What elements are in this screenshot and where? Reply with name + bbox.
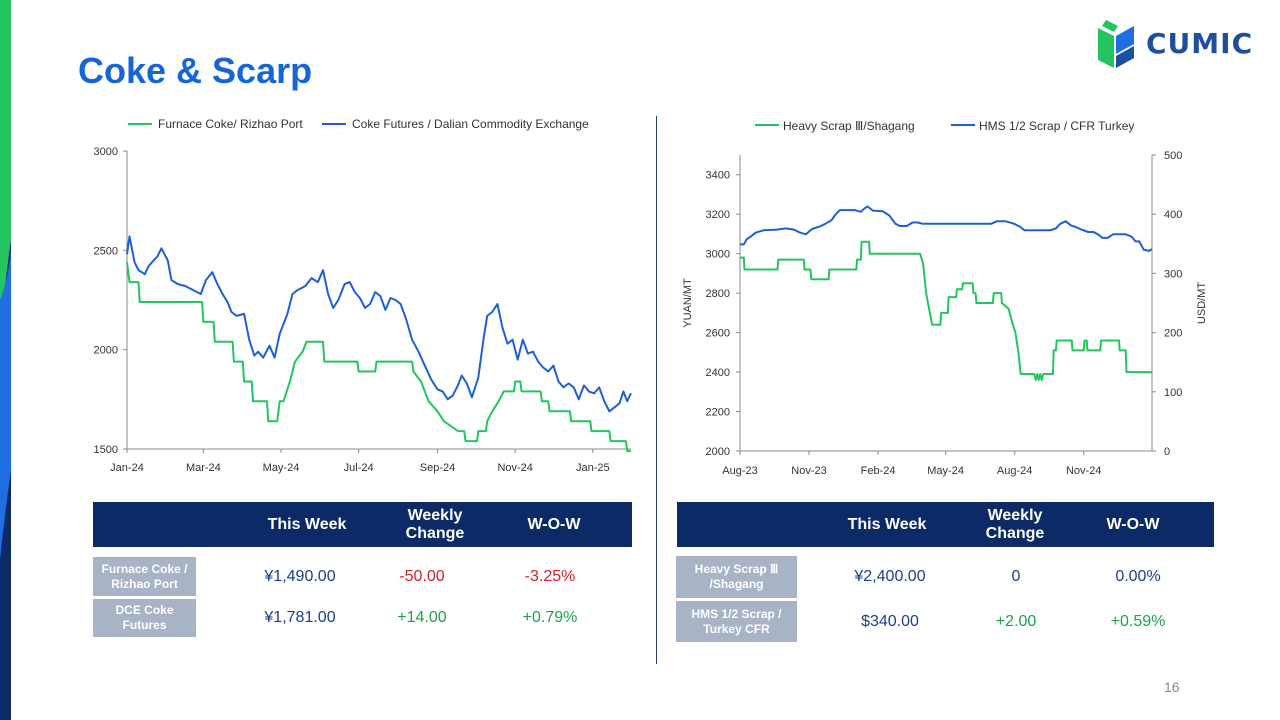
coke-chart-svg: 1500 2000 2500 3000 Jan-24 Mar-24 May-24 Jul-24… <box>94 117 632 474</box>
logo-text: CUMIC <box>1146 27 1254 60</box>
slide-title: Coke & Scarp <box>78 50 313 91</box>
y-tick-label: 1500 <box>94 444 118 456</box>
x-tick-label: Nov-24 <box>1066 465 1101 477</box>
cumic-logo-mark-icon <box>1098 20 1134 68</box>
y-left-tick-label: 2000 <box>706 446 730 458</box>
dce-this-week: ¥1,781.00 <box>264 609 336 626</box>
coke-price-chart: 1500 2000 2500 3000 Jan-24 Mar-24 May-24 Jul-24… <box>0 0 660 490</box>
shagang-wow: 0.00% <box>1115 568 1161 585</box>
y-right-tick-label: 400 <box>1164 209 1182 221</box>
legend-label: HMS 1/2 Scrap / CFR Turkey <box>979 119 1134 133</box>
x-tick-label: Jan-25 <box>576 462 610 474</box>
series-line-furnace-coke <box>126 262 631 452</box>
shagang-weekly-change: 0 <box>1011 568 1021 585</box>
coke-row-label: Furnace Coke / Rizhao Port <box>93 557 196 596</box>
x-tick-label: Nov-24 <box>497 462 532 474</box>
coke-wow: -3.25% <box>524 567 576 585</box>
turkey-this-week: $340.00 <box>861 612 919 630</box>
y-axis-title-left: YUAN/MT <box>682 278 694 328</box>
y-right-tick-label: 500 <box>1164 150 1182 162</box>
y-left-tick-label: 3200 <box>706 209 730 221</box>
header-this-week: This Week <box>847 515 927 533</box>
legend-label: Furnace Coke/ Rizhao Port <box>158 117 303 131</box>
x-tick-label: May-24 <box>927 465 964 477</box>
accent-stripe <box>0 0 11 720</box>
y-tick-label: 2000 <box>94 345 118 357</box>
x-tick-label: Jul-24 <box>344 462 374 474</box>
turkey-wow: +0.59% <box>1110 612 1166 630</box>
y-axis-title-right: USD/MT <box>1196 282 1208 324</box>
header-weekly-change: Weekly Change <box>405 506 465 542</box>
cumic-logo: CUMIC <box>1096 18 1256 70</box>
y-left-tick-label: 2400 <box>706 367 730 379</box>
coke-table-header: This Week Weekly Change W-O-W <box>93 502 632 547</box>
x-tick-label: Sep-24 <box>420 462 455 474</box>
shagang-row-label: Heavy Scrap Ⅲ /Shagang <box>676 556 797 598</box>
x-tick-label: Jan-24 <box>110 462 144 474</box>
header-weekly-change: Weekly Change <box>985 506 1045 542</box>
y-tick-label: 2500 <box>94 245 118 257</box>
y-right-tick-label: 300 <box>1164 268 1182 280</box>
coke-weekly-change: -50.00 <box>399 567 445 585</box>
header-this-week: This Week <box>267 515 347 533</box>
turkey-row-label: HMS 1/2 Scrap / Turkey CFR <box>676 601 797 642</box>
legend-label: Coke Futures / Dalian Commodity Exchange <box>352 117 589 131</box>
y-left-tick-label: 2600 <box>706 328 730 340</box>
scrap-chart-svg: 2000 2200 2400 2600 2800 3000 3200 3400 0 100 200 3… <box>682 119 1208 477</box>
dce-row-label: DCE Coke Futures <box>93 599 196 637</box>
y-right-tick-label: 0 <box>1164 446 1170 458</box>
y-left-tick-label: 3000 <box>706 249 730 261</box>
x-tick-label: May-24 <box>263 462 300 474</box>
dce-weekly-change: +14.00 <box>397 609 447 626</box>
series-line-hms-scrap <box>740 205 1153 252</box>
shagang-this-week: ¥2,400.00 <box>854 568 926 585</box>
header-wow: W-O-W <box>1106 515 1160 533</box>
page-number: 16 <box>1164 679 1180 695</box>
y-right-tick-label: 200 <box>1164 328 1182 340</box>
x-tick-label: Aug-24 <box>997 465 1032 477</box>
scrap-table-header: This Week Weekly Change W-O-W <box>677 502 1214 547</box>
dce-wow: +0.79% <box>522 609 578 626</box>
coke-this-week: ¥1,490.00 <box>264 567 336 585</box>
x-tick-label: Aug-23 <box>722 465 757 477</box>
legend-label: Heavy Scrap Ⅲ/Shagang <box>783 119 915 133</box>
header-wow: W-O-W <box>527 515 581 533</box>
turkey-weekly-change: +2.00 <box>995 612 1037 630</box>
x-tick-label: Mar-24 <box>186 462 221 474</box>
y-left-tick-label: 2200 <box>706 407 730 419</box>
x-tick-label: Feb-24 <box>861 465 896 477</box>
y-tick-label: 3000 <box>94 146 118 158</box>
section-divider <box>656 116 657 664</box>
series-line-heavy-scrap <box>740 240 1152 381</box>
scrap-price-chart: 2000 2200 2400 2600 2800 3000 3200 3400 0 100 200 3… <box>660 0 1260 490</box>
y-left-tick-label: 2800 <box>706 288 730 300</box>
x-tick-label: Nov-23 <box>791 465 826 477</box>
y-left-tick-label: 3400 <box>706 170 730 182</box>
series-line-coke-futures <box>126 235 632 413</box>
y-right-tick-label: 100 <box>1164 387 1182 399</box>
